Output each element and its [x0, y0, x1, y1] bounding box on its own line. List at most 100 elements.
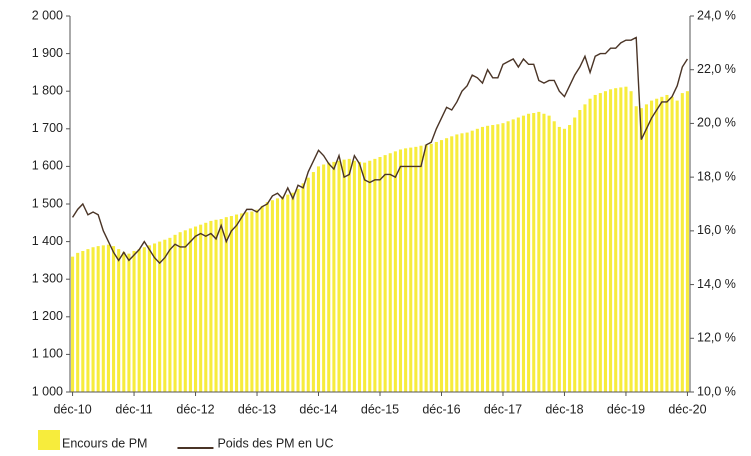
bar	[117, 249, 121, 392]
bar	[327, 162, 331, 392]
bar	[342, 159, 346, 392]
bar	[675, 100, 679, 392]
bar	[639, 108, 643, 393]
bar	[624, 86, 628, 393]
bar	[173, 234, 177, 392]
bar	[96, 246, 100, 392]
bar	[76, 252, 80, 392]
bar	[178, 232, 182, 392]
bar	[603, 91, 607, 392]
y-tick-label: 1 900	[32, 46, 63, 60]
y-tick-label: 2 000	[32, 8, 63, 22]
bar	[501, 123, 505, 392]
bar	[132, 251, 136, 392]
bar	[465, 132, 469, 392]
bar	[532, 113, 536, 393]
bar	[685, 91, 689, 392]
x-tick-label: déc-13	[238, 402, 276, 416]
bar	[527, 113, 531, 392]
bar	[219, 219, 223, 392]
bar	[332, 161, 336, 392]
bar	[260, 205, 264, 392]
bar	[439, 140, 444, 392]
bar	[414, 146, 418, 392]
y2-tick-label: 22,0 %	[697, 62, 736, 76]
bar	[71, 256, 75, 392]
legend-swatch	[38, 430, 60, 450]
bar	[655, 98, 659, 392]
bar	[562, 128, 566, 393]
x-tick-label: déc-12	[176, 402, 214, 416]
bar	[265, 202, 269, 392]
bar	[142, 247, 146, 392]
bar	[204, 222, 208, 392]
bar	[578, 110, 582, 392]
bar	[629, 91, 633, 392]
bar	[306, 177, 310, 392]
bar	[106, 244, 110, 392]
bar	[424, 144, 428, 392]
bar	[450, 136, 454, 392]
bar	[209, 220, 213, 392]
bar	[506, 121, 510, 392]
y-tick-label: 1 400	[32, 234, 63, 248]
bar	[552, 121, 556, 392]
bar	[542, 113, 546, 392]
bar	[158, 241, 162, 392]
bar	[434, 141, 438, 392]
bar	[224, 217, 228, 392]
bar	[516, 117, 520, 393]
y2-tick-label: 16,0 %	[697, 223, 736, 237]
x-tick-label: déc-20	[668, 402, 706, 416]
y2-tick-label: 10,0 %	[697, 384, 736, 398]
bar	[598, 93, 602, 392]
bar	[609, 89, 613, 392]
bar	[316, 166, 321, 392]
y-tick-label: 1 700	[32, 121, 63, 135]
bar	[470, 130, 474, 392]
x-tick-label: déc-15	[361, 402, 399, 416]
y2-tick-label: 18,0 %	[697, 169, 736, 183]
bar	[147, 245, 151, 392]
x-tick-label: déc-16	[422, 402, 460, 416]
x-tick-label: déc-19	[607, 402, 645, 416]
bar	[496, 124, 500, 393]
bar	[398, 149, 403, 392]
y-tick-label: 1 600	[32, 159, 63, 173]
y2-tick-label: 24,0 %	[697, 8, 736, 22]
bar	[337, 160, 341, 392]
bar	[614, 88, 618, 392]
bar	[291, 192, 295, 392]
x-tick-label: déc-10	[53, 402, 91, 416]
y-tick-label: 1 000	[32, 384, 63, 398]
bar	[445, 138, 449, 392]
bar	[352, 160, 356, 392]
bar	[583, 104, 587, 393]
bar	[183, 230, 187, 392]
y2-tick-label: 14,0 %	[697, 277, 736, 291]
bar	[168, 237, 172, 392]
x-tick-label: déc-17	[484, 402, 522, 416]
bar	[127, 253, 131, 392]
bar	[557, 126, 561, 393]
bar	[680, 93, 684, 392]
bar	[122, 252, 126, 392]
x-tick-label: déc-14	[299, 402, 337, 416]
x-tick-label: déc-11	[115, 402, 152, 416]
bar	[199, 224, 203, 392]
bar	[650, 100, 654, 392]
bar	[296, 188, 300, 392]
bar	[388, 153, 392, 392]
bar	[588, 98, 592, 392]
bar	[460, 133, 464, 392]
bar	[194, 226, 198, 392]
bar	[81, 251, 85, 392]
bar	[383, 155, 387, 392]
y-tick-label: 1 300	[32, 271, 63, 285]
y-tick-label: 1 200	[32, 309, 63, 323]
bar	[429, 143, 433, 392]
bar	[619, 87, 623, 392]
bar	[660, 96, 664, 392]
bar	[301, 183, 305, 392]
bar	[573, 117, 577, 393]
